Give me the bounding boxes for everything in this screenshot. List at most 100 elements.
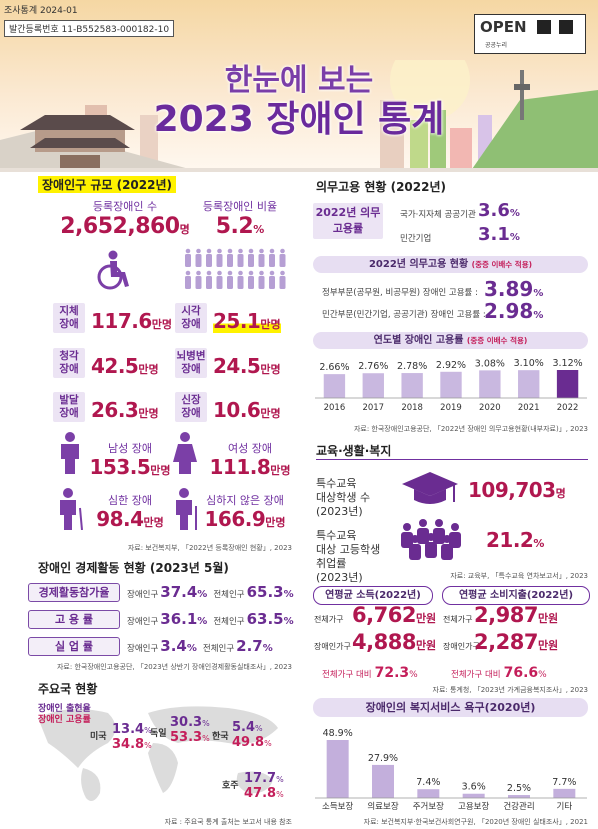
value: 37.4 (160, 583, 198, 601)
unit: % (533, 537, 545, 550)
group-value: 153.5만명 (85, 455, 175, 479)
econ-group: 장애인구 (127, 590, 159, 600)
country-name: 독일 (150, 729, 167, 739)
subsection-title-text: 2022년 의무고용 현황 (368, 259, 469, 270)
section-title: 교육·생활·복지 (316, 442, 588, 460)
edu-label-text: 특수교육 대상 고등학생 취업률 (316, 529, 381, 570)
type-value: 26.3만명 (91, 398, 159, 422)
source: 자료: 한국장애인고용공단, 「2023년 상반기 장애인경제활동실태조사」, … (56, 663, 292, 671)
group-value: 111.8만명 (205, 455, 295, 479)
rate-box: 2022년 의무고용률 (313, 203, 383, 239)
value: 5.2 (215, 214, 254, 239)
row-label: 장애인가구 (314, 642, 351, 651)
open-badge-sub: 공공누리 (485, 42, 508, 49)
value: 76.6 (503, 665, 539, 681)
mild-icon (176, 488, 197, 530)
value: 36.1 (160, 610, 198, 628)
unit: 만명 (138, 407, 159, 420)
person-icon (417, 528, 429, 544)
bar (417, 789, 440, 798)
bar (479, 370, 501, 398)
category-label: 2022 (557, 403, 579, 413)
value-label: 2.92% (436, 360, 466, 371)
value-label: 3.12% (552, 358, 582, 369)
value: 49.8 (232, 735, 265, 750)
source: 자료: 통계청, 「2023년 가계금융복지조사」, 2023 (432, 686, 589, 694)
type-value: 25.1만명 (213, 309, 281, 333)
male-icon (61, 432, 79, 474)
row-value: 4,888만원 (352, 630, 436, 654)
metric-value: 2,652,860명 (50, 214, 200, 239)
group-label: 여성 장애 (228, 442, 272, 455)
person-icon (185, 276, 191, 289)
unit: % (144, 726, 152, 735)
severe-icon (60, 488, 83, 530)
value: 21.2 (486, 528, 534, 552)
female-icon (173, 432, 197, 474)
value: 2.98 (484, 299, 534, 323)
value: 2,987 (474, 603, 538, 627)
unit: 만명 (151, 318, 173, 331)
unit: % (533, 310, 544, 321)
title-line-1: 한눈에 보는 (224, 63, 374, 98)
group-label: 심한 장애 (108, 494, 152, 507)
country-employment: 47.8% (244, 782, 284, 801)
person-icon (433, 528, 445, 544)
ratio: 전체가구 대비 72.3% (322, 662, 418, 681)
country-employment: 53.3% (170, 726, 210, 745)
unit: 만명 (138, 363, 159, 376)
group-label: 심하지 않은 장애 (206, 494, 284, 507)
econ-group: 전체인구 (213, 590, 245, 600)
country-prevalence: 17.7% (244, 767, 284, 786)
legend-prevalence: 장애인 출현율 (38, 704, 91, 714)
value: 25.1 (213, 309, 261, 333)
edu-label: 특수교육 대상학생 수 (2023년) (316, 463, 370, 519)
chart-title-text: 연도별 장애인 고용률 (373, 335, 464, 346)
value: 3.1 (478, 224, 510, 245)
bar (556, 370, 579, 398)
chart-title: 장애인의 복지서비스 욕구(2020년) (313, 698, 588, 717)
econ-group: 전체인구 (202, 644, 235, 654)
welfare-needs-chart: 48.9% 소득보장 27.9% 의료보장 7.4% 주거보장 3.6% 고용보장 2.5% 건강… (315, 728, 587, 812)
person-icon (409, 544, 421, 560)
person-icon (217, 248, 222, 254)
value: 42.5 (91, 354, 139, 378)
unit: % (276, 790, 284, 799)
type-value: 10.6만명 (213, 398, 281, 422)
value: 53.3 (170, 730, 203, 745)
mandatory-value: 3.6% (478, 200, 520, 221)
value: 47.8 (244, 786, 277, 801)
unit: % (533, 288, 544, 299)
unit: 만명 (270, 464, 291, 477)
econ-label: 경제활동참가율 (28, 583, 120, 602)
edu-year: (2023년) (316, 505, 363, 518)
unit: % (262, 643, 273, 654)
unit: % (509, 232, 520, 243)
person-icon (185, 248, 191, 254)
category-label: 고용보장 (458, 801, 489, 812)
category-label: 의료보장 (367, 801, 398, 812)
row-label: 전체가구 (443, 615, 473, 624)
value: 2.7 (236, 637, 263, 655)
unit: 만명 (260, 318, 281, 331)
person-icon (279, 276, 286, 289)
value: 2,287 (474, 630, 538, 654)
person-icon (419, 519, 427, 527)
person-icon (248, 276, 254, 289)
legend-employment: 장애인 고용률 (38, 715, 91, 725)
graduation-icon (402, 472, 458, 504)
econ-group: 장애인구 (127, 617, 159, 627)
status-label: 정부부문(공무원, 비공무원) 장애인 고용률 : (322, 288, 478, 298)
country-prevalence: 5.4% (232, 716, 263, 735)
person-icon (401, 532, 413, 548)
value: 109,703 (468, 478, 556, 502)
metric-label: 등록장애인 비율 (202, 200, 278, 213)
category-label: 2019 (440, 403, 462, 413)
value: 4,888 (352, 630, 416, 654)
unit: % (264, 739, 272, 748)
category-label: 2016 (324, 403, 346, 413)
section-title: 장애인 경제활동 현황 (2023년 5월) (38, 561, 229, 575)
row-value: 6,762만원 (352, 603, 436, 627)
person-icon (269, 276, 275, 289)
